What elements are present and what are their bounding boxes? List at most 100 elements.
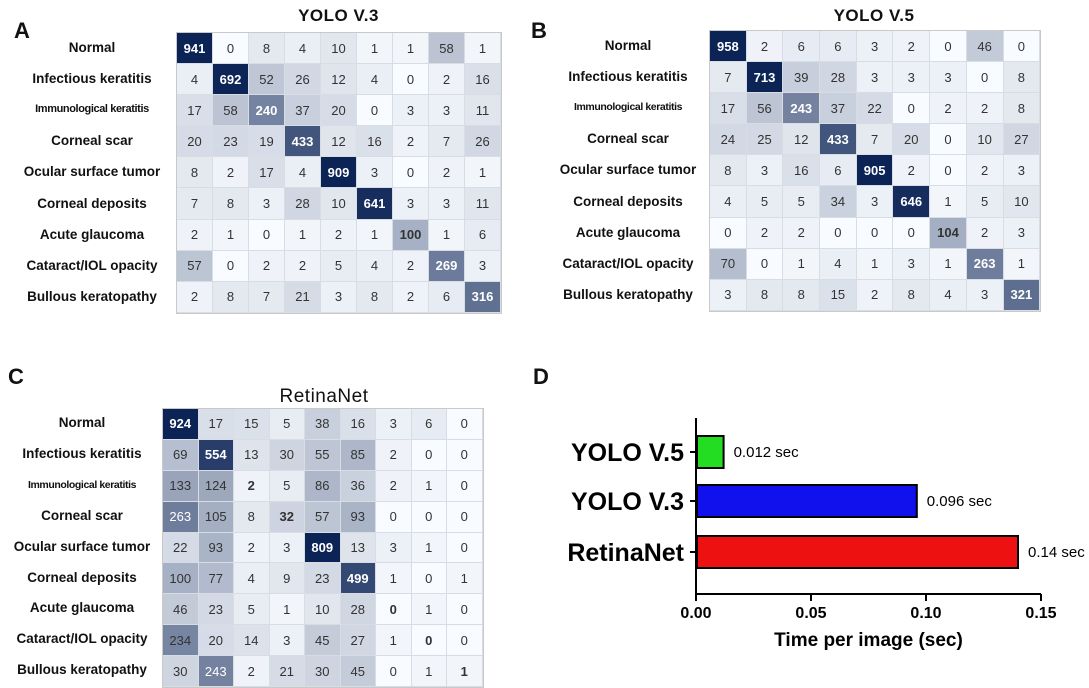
matrix-cell: 52 (249, 64, 285, 96)
matrix-cell: 13 (340, 532, 376, 564)
matrix-cell: 12 (321, 64, 357, 96)
matrix-cell: 7 (429, 126, 465, 158)
matrix-cell: 57 (177, 250, 213, 282)
matrix-cell: 713 (746, 62, 784, 94)
matrix-cell: 16 (357, 126, 393, 158)
panel-c-title: RetinaNet (279, 386, 369, 407)
row-label: Ocular surface tumor (559, 162, 697, 178)
row-label: Corneal deposits (37, 195, 147, 211)
matrix-cell: 4 (285, 157, 321, 189)
matrix-cell: 2 (234, 532, 270, 564)
matrix-cell: 1 (783, 248, 821, 280)
matrix-cell: 2 (393, 250, 429, 282)
x-tick-label: 0.05 (795, 605, 826, 622)
row-label: Cataract/IOL opacity (16, 631, 148, 647)
matrix-cell: 5 (966, 186, 1004, 218)
matrix-cell: 3 (893, 62, 931, 94)
matrix-cell: 958 (710, 31, 747, 63)
row-label: Cataract/IOL opacity (562, 255, 694, 271)
matrix-cell: 69 (163, 439, 199, 471)
matrix-cell: 1 (930, 248, 967, 280)
matrix-cell: 2 (966, 155, 1004, 187)
x-axis-title: Time per image (sec) (774, 630, 963, 651)
row-label: Infectious keratitis (568, 69, 688, 85)
matrix-cell: 243 (198, 656, 234, 688)
matrix-cell: 2 (213, 157, 249, 189)
row-label: Immunological keratitis (35, 103, 149, 116)
matrix-cell: 22 (856, 93, 894, 125)
matrix-grid: 958 2 6 6 3 2 0 46 0 7 713 39 28 3 3 3 0 8 17 56 243 37 22 0 2 2 8… (709, 30, 1042, 312)
matrix-cell: 0 (930, 31, 967, 63)
matrix-cell: 9 (269, 563, 305, 595)
matrix-cell: 133 (163, 470, 199, 502)
matrix-cell: 3 (357, 157, 393, 189)
matrix-grid: 924 17 15 5 38 16 3 6 0 69 554 13 30 55 85 2 0 0 133 124 2 5 8… (162, 408, 484, 688)
matrix-cell: 28 (820, 62, 857, 94)
matrix-cell: 3 (393, 95, 429, 127)
matrix-cell: 433 (820, 124, 857, 156)
matrix-cell: 2 (783, 217, 821, 249)
matrix-cell: 8 (710, 155, 747, 187)
matrix-cell: 0 (393, 64, 429, 96)
row-label: Corneal scar (51, 133, 133, 149)
value-label: 0.012 sec (734, 444, 800, 461)
matrix-cell: 0 (447, 594, 483, 626)
matrix-cell: 12 (783, 124, 821, 156)
matrix-cell: 45 (305, 625, 341, 657)
panel-d-time-chart: YOLO V.5 0.012 sec YOLO V.3 0.096 sec Retina… (567, 418, 1085, 651)
matrix-cell: 8 (234, 501, 270, 533)
matrix-cell: 39 (783, 62, 821, 94)
row-label: Immunological keratitis (27, 478, 137, 491)
matrix-cell: 2 (376, 439, 412, 471)
matrix-cell: 1 (411, 594, 447, 626)
matrix-cell: 2 (234, 470, 270, 502)
matrix-cell: 6 (783, 31, 821, 63)
matrix-cell: 46 (163, 594, 199, 626)
matrix-cell: 4 (710, 186, 747, 218)
panel-b-title: YOLO V.5 (833, 6, 915, 25)
matrix-cell: 93 (198, 532, 234, 564)
bar (696, 435, 725, 469)
category-label: YOLO V.3 (571, 488, 684, 516)
matrix-cell: 0 (411, 625, 447, 657)
matrix-cell: 5 (321, 250, 357, 282)
panel-a-title: YOLO V.3 (298, 6, 379, 25)
matrix-cell: 20 (893, 124, 931, 156)
matrix-cell: 2 (393, 126, 429, 158)
row-label: Bullous keratopathy (17, 662, 147, 678)
matrix-cell: 3 (249, 188, 285, 220)
matrix-cell: 5 (269, 409, 305, 440)
row-label: Acute glaucoma (29, 600, 135, 616)
matrix-cell: 2 (966, 93, 1004, 125)
matrix-cell: 26 (285, 64, 321, 96)
category-label: YOLO V.5 (571, 439, 684, 467)
matrix-cell: 8 (746, 279, 784, 311)
row-label: Corneal deposits (573, 193, 683, 209)
matrix-cell: 100 (393, 219, 429, 251)
matrix-cell: 1 (213, 219, 249, 251)
row-label: Corneal deposits (27, 569, 137, 585)
matrix-cell: 28 (340, 594, 376, 626)
x-tick-label: 0.00 (680, 605, 711, 622)
matrix-cell: 646 (893, 186, 931, 218)
matrix-cell: 433 (285, 126, 321, 158)
matrix-cell: 13 (234, 439, 270, 471)
matrix-cell: 3 (856, 31, 894, 63)
matrix-cell: 1 (1003, 248, 1041, 280)
row-label: Bullous keratopathy (27, 288, 157, 304)
matrix-cell: 1 (411, 470, 447, 502)
matrix-cell: 10 (321, 188, 357, 220)
matrix-cell: 86 (305, 470, 341, 502)
matrix-cell: 499 (340, 563, 376, 595)
matrix-cell: 17 (177, 95, 213, 127)
matrix-cell: 0 (213, 33, 249, 65)
matrix-cell: 8 (213, 188, 249, 220)
matrix-cell: 8 (213, 281, 249, 313)
matrix-cell: 4 (820, 248, 857, 280)
matrix-cell: 0 (357, 95, 393, 127)
matrix-cell: 0 (710, 217, 747, 249)
matrix-cell: 46 (966, 31, 1004, 63)
matrix-cell: 37 (820, 93, 857, 125)
matrix-cell: 3 (856, 186, 894, 218)
matrix-cell: 16 (340, 409, 376, 440)
